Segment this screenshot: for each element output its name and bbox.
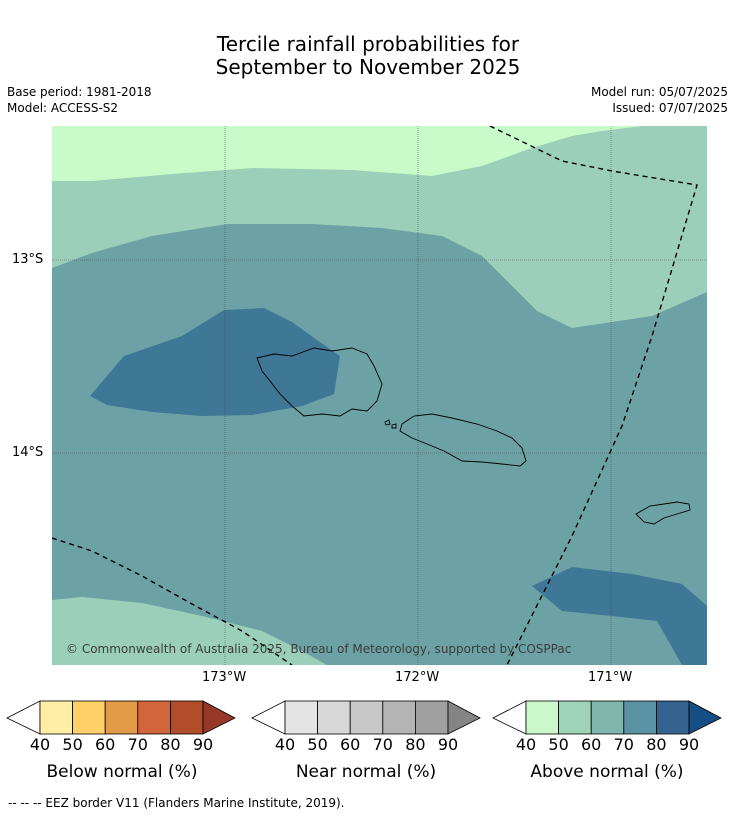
colorbar-below-segment bbox=[72, 700, 106, 735]
colorbar-above-segment bbox=[590, 700, 625, 735]
colorbar-near-label: Near normal (%) bbox=[295, 762, 437, 782]
colorbar-near-tick: 80 bbox=[405, 735, 426, 754]
eez-border bbox=[52, 126, 698, 665]
colorbar-above-segment bbox=[655, 700, 690, 735]
region-above-50-60-south bbox=[52, 597, 327, 665]
tutuila-island bbox=[635, 501, 691, 525]
lon-label-171w: 171°W bbox=[588, 670, 633, 685]
lon-label-172w: 172°W bbox=[395, 670, 440, 685]
colorbar-near-tick: 90 bbox=[437, 735, 459, 754]
map-title-line2: September to November 2025 bbox=[215, 55, 521, 79]
eez-footnote: -- -- -- EEZ border V11 (Flanders Marine… bbox=[8, 796, 345, 810]
colorbar-below-segment bbox=[169, 700, 204, 735]
colorbar-near-normal bbox=[251, 700, 481, 735]
region-above-70-80-west bbox=[90, 308, 340, 416]
colorbar-below-high-arrow bbox=[202, 700, 236, 735]
colorbar-above-normal bbox=[492, 700, 722, 735]
colorbar-near-tick: 40 bbox=[274, 735, 296, 754]
colorbar-above-tick: 70 bbox=[613, 735, 634, 754]
colorbar-above-tick: 40 bbox=[515, 735, 537, 754]
colorbar-below-segment bbox=[39, 700, 73, 735]
rainfall-probability-map: © Commonwealth of Australia 2025, Bureau… bbox=[52, 126, 707, 665]
colorbar-above-segment bbox=[623, 700, 657, 735]
colorbar-below-label: Below normal (%) bbox=[46, 762, 198, 782]
colorbar-above-segment bbox=[525, 700, 559, 735]
colorbar-below-tick: 90 bbox=[192, 735, 214, 754]
issued-date: Issued: 07/07/2025 bbox=[612, 101, 728, 115]
model-name: Model: ACCESS-S2 bbox=[7, 101, 119, 115]
colorbar-below-tick: 50 bbox=[62, 735, 83, 754]
islands bbox=[256, 347, 691, 525]
apolima-island bbox=[391, 423, 397, 429]
colorbar-above-tick: 90 bbox=[678, 735, 700, 754]
colorbar-above-segment bbox=[558, 700, 592, 735]
colorbar-near-high-arrow bbox=[447, 700, 481, 735]
colorbar-below-normal bbox=[6, 700, 236, 735]
model-run-date: Model run: 05/07/2025 bbox=[590, 85, 728, 99]
colorbar-below-tick: 60 bbox=[95, 735, 116, 754]
colorbar-near-segment bbox=[414, 700, 449, 735]
colorbar-below-segment bbox=[104, 700, 139, 735]
colorbar-near-segment bbox=[284, 700, 318, 735]
colorbar-below-tick: 80 bbox=[160, 735, 181, 754]
copyright-notice: © Commonwealth of Australia 2025, Bureau… bbox=[66, 642, 571, 656]
colorbar-above-tick: 60 bbox=[581, 735, 602, 754]
colorbar-near-low-arrow bbox=[251, 700, 286, 735]
colorbar-near-segment bbox=[349, 700, 384, 735]
colorbar-below-segment bbox=[137, 700, 171, 735]
colorbar-above-tick: 50 bbox=[548, 735, 569, 754]
colorbar-near-tick: 50 bbox=[307, 735, 328, 754]
lat-label-14s: 14°S bbox=[12, 445, 44, 460]
savaii-island bbox=[256, 347, 383, 417]
base-period: Base period: 1981-2018 bbox=[7, 85, 152, 99]
lon-label-173w: 173°W bbox=[202, 670, 247, 685]
colorbar-below-tick: 40 bbox=[29, 735, 51, 754]
upolu-island bbox=[399, 413, 527, 467]
colorbar-below-tick: 70 bbox=[127, 735, 148, 754]
colorbar-near-tick: 70 bbox=[372, 735, 393, 754]
region-above-70-80-southeast bbox=[532, 567, 707, 665]
region-above-50-60-north bbox=[52, 126, 707, 328]
manono-island bbox=[384, 419, 391, 426]
colorbar-near-segment bbox=[382, 700, 416, 735]
colorbar-below-low-arrow bbox=[6, 700, 41, 735]
eez-border-east bbox=[489, 126, 698, 665]
colorbar-above-label: Above normal (%) bbox=[530, 762, 684, 782]
lat-label-13s: 13°S bbox=[12, 252, 44, 267]
eez-border-south bbox=[52, 537, 293, 665]
region-above-40-50-north bbox=[52, 126, 707, 181]
colorbar-near-tick: 60 bbox=[340, 735, 361, 754]
colorbar-above-low-arrow bbox=[492, 700, 527, 735]
map-title-line1: Tercile rainfall probabilities for bbox=[216, 32, 520, 56]
colorbar-above-high-arrow bbox=[688, 700, 722, 735]
colorbar-near-segment bbox=[317, 700, 351, 735]
colorbar-above-tick: 80 bbox=[646, 735, 667, 754]
